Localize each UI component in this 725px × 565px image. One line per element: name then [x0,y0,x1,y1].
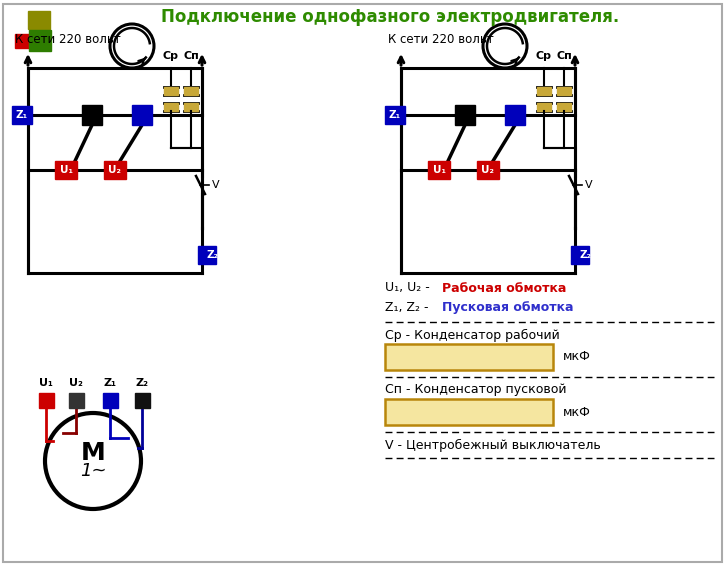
Text: V: V [212,180,220,190]
Text: К сети 220 вольт: К сети 220 вольт [15,33,121,46]
Text: Подключение однофазного электродвигателя.: Подключение однофазного электродвигателя… [161,8,619,26]
Text: U₁, U₂ -: U₁, U₂ - [385,281,434,294]
Text: Cп: Cп [183,51,199,61]
Text: U₂: U₂ [109,165,122,175]
Text: мкФ: мкФ [563,406,591,419]
Bar [505,105,525,125]
Text: V - Центробежный выключатель: V - Центробежный выключатель [385,438,601,451]
Bar [164,103,178,111]
Text: U₂: U₂ [481,165,494,175]
Text: M: M [80,441,105,465]
Text: Z₂: Z₂ [207,250,219,260]
Text: V: V [585,180,592,190]
Text: Cр - Конденсатор рабочий: Cр - Конденсатор рабочий [385,328,560,341]
Text: Z₂: Z₂ [580,250,592,260]
Bar [455,105,475,125]
Bar [103,393,118,408]
Text: U₁: U₁ [60,165,73,175]
Text: Z₁: Z₁ [104,378,117,388]
Bar [477,161,499,179]
Bar [132,105,152,125]
Text: Z₂: Z₂ [136,378,149,388]
Bar [428,161,450,179]
Bar [571,246,589,264]
Text: Пусковая обмотка: Пусковая обмотка [442,302,573,315]
Bar [55,161,77,179]
Bar [28,11,50,29]
Bar [29,30,51,51]
Text: Cп - Конденсатор пусковой: Cп - Конденсатор пусковой [385,384,566,397]
Bar [12,106,32,124]
Bar [184,103,198,111]
Text: Cр: Cр [163,51,179,61]
Bar [15,34,29,48]
Text: Z₁: Z₁ [16,110,28,120]
Text: Z₁, Z₂ -: Z₁, Z₂ - [385,302,433,315]
Bar [82,105,102,125]
Bar [557,87,571,95]
Bar [135,393,150,408]
Text: мкФ: мкФ [563,350,591,363]
Text: 1~: 1~ [80,462,107,480]
Text: К сети 220 вольт: К сети 220 вольт [388,33,494,46]
Bar [39,393,54,408]
Bar [385,344,553,370]
Bar [557,103,571,111]
Bar [198,246,216,264]
Bar [537,87,551,95]
Bar [385,106,405,124]
Bar [164,87,178,95]
Text: U₂: U₂ [69,378,83,388]
Bar [537,103,551,111]
Text: Cр: Cр [536,51,552,61]
Text: Cп: Cп [556,51,572,61]
Bar [69,393,84,408]
Bar [104,161,126,179]
Bar [385,399,553,425]
Text: U₁: U₁ [39,378,53,388]
Bar [184,87,198,95]
Text: Z₁: Z₁ [389,110,401,120]
Text: U₁: U₁ [434,165,447,175]
Text: Рабочая обмотка: Рабочая обмотка [442,281,566,294]
